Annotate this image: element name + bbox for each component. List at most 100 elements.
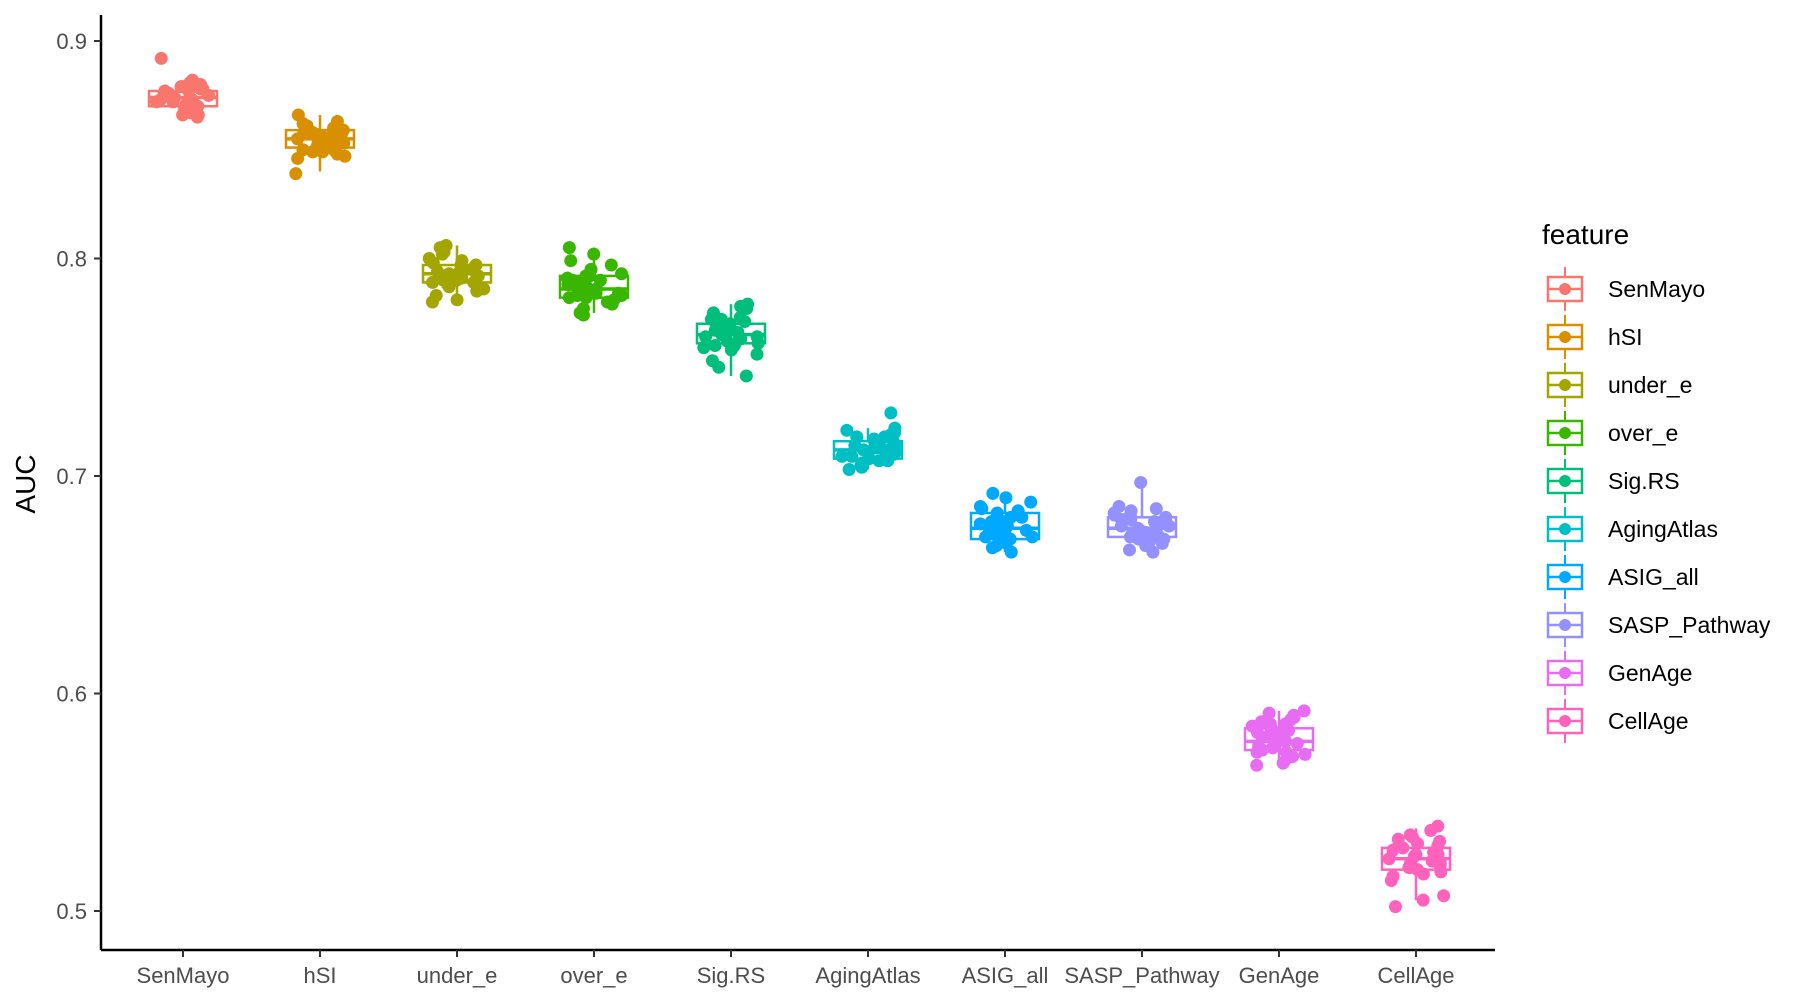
legend-label: SenMayo <box>1608 276 1705 302</box>
data-point <box>999 491 1013 505</box>
data-point <box>1396 841 1410 855</box>
data-point <box>1290 737 1304 751</box>
data-point <box>1424 824 1438 838</box>
legend-item: CellAge <box>1546 699 1689 743</box>
data-point <box>868 441 882 455</box>
legend-label: ASIG_all <box>1608 564 1699 590</box>
data-point <box>1276 756 1290 770</box>
data-point <box>724 343 738 357</box>
data-point <box>975 502 989 516</box>
x-tick-label: SenMayo <box>137 963 230 988</box>
data-point <box>455 271 469 285</box>
series-over_e <box>558 241 630 322</box>
series-SASP_Pathway <box>1106 476 1178 559</box>
data-point <box>561 278 575 292</box>
data-point <box>1263 717 1277 731</box>
series-hSI <box>284 108 356 181</box>
data-point <box>615 267 629 281</box>
data-point <box>593 273 607 287</box>
data-point <box>1416 893 1430 907</box>
data-point <box>1276 732 1290 746</box>
legend-item: GenAge <box>1546 651 1692 695</box>
data-point <box>845 449 859 463</box>
series-Sig.RS <box>695 297 767 383</box>
x-tick-label: CellAge <box>1377 963 1454 988</box>
data-point <box>605 297 619 311</box>
legend-key-point <box>1559 427 1571 439</box>
data-point <box>738 315 752 329</box>
data-point <box>1382 852 1396 866</box>
data-point <box>1114 519 1128 533</box>
data-point <box>704 312 718 326</box>
data-point <box>306 145 320 159</box>
legend-key-point <box>1559 619 1571 631</box>
data-point <box>1250 745 1264 759</box>
x-tick-label: hSI <box>303 963 336 988</box>
data-point <box>289 167 303 181</box>
data-point <box>579 269 593 283</box>
data-point <box>1123 508 1137 522</box>
data-point <box>1015 510 1029 524</box>
data-point <box>587 247 601 261</box>
legend-label: under_e <box>1608 372 1692 398</box>
data-point <box>1411 837 1425 851</box>
data-point <box>1160 517 1174 531</box>
y-tick-label: 0.6 <box>56 682 87 707</box>
data-point <box>185 99 199 113</box>
legend-key-point <box>1559 715 1571 727</box>
data-point <box>1384 874 1398 888</box>
legend-label: CellAge <box>1608 708 1689 734</box>
data-point <box>973 517 987 531</box>
x-tick-label: under_e <box>417 963 498 988</box>
data-point <box>1437 889 1451 903</box>
data-point <box>850 430 864 444</box>
data-point <box>338 149 352 163</box>
data-point <box>562 291 576 305</box>
x-tick-label: over_e <box>560 963 627 988</box>
data-point <box>158 84 172 98</box>
data-point <box>1402 861 1416 874</box>
data-point <box>1416 867 1430 881</box>
data-point <box>589 286 603 300</box>
legend-item: under_e <box>1546 363 1692 407</box>
legend-label: AgingAtlas <box>1608 516 1718 542</box>
data-point <box>750 347 764 361</box>
legend: feature SenMayo hSI under_e over_e Sig.RS Agi… <box>1542 219 1771 743</box>
data-point <box>1266 741 1280 755</box>
data-point <box>720 325 734 339</box>
data-point <box>1298 747 1312 761</box>
x-tick-label: ASIG_all <box>962 963 1049 988</box>
legend-item: hSI <box>1546 315 1643 359</box>
data-point <box>1155 536 1169 550</box>
data-point <box>576 308 590 322</box>
data-point <box>881 454 895 468</box>
data-point <box>699 330 713 344</box>
data-point <box>985 541 999 555</box>
y-axis-label: AUC <box>10 454 41 513</box>
data-point <box>996 515 1010 529</box>
data-point <box>1123 543 1137 557</box>
data-point <box>332 134 346 148</box>
data-point <box>1388 900 1402 914</box>
series-AgingAtlas <box>832 406 904 476</box>
legend-key-point <box>1559 283 1571 295</box>
data-point <box>998 526 1012 540</box>
legend-key-point <box>1559 523 1571 535</box>
data-point <box>712 360 726 374</box>
data-point <box>1134 476 1148 490</box>
data-point <box>291 132 305 146</box>
legend-key-point <box>1559 475 1571 487</box>
data-point <box>1024 495 1038 509</box>
data-point <box>986 486 1000 500</box>
x-tick-label: SASP_Pathway <box>1064 963 1219 988</box>
data-point <box>1433 856 1447 870</box>
data-point <box>697 341 711 355</box>
legend-label: over_e <box>1608 420 1678 446</box>
legend-key-point <box>1559 331 1571 343</box>
data-point <box>562 241 576 255</box>
data-point <box>296 143 310 157</box>
data-point <box>149 95 163 109</box>
data-point <box>1125 528 1139 542</box>
